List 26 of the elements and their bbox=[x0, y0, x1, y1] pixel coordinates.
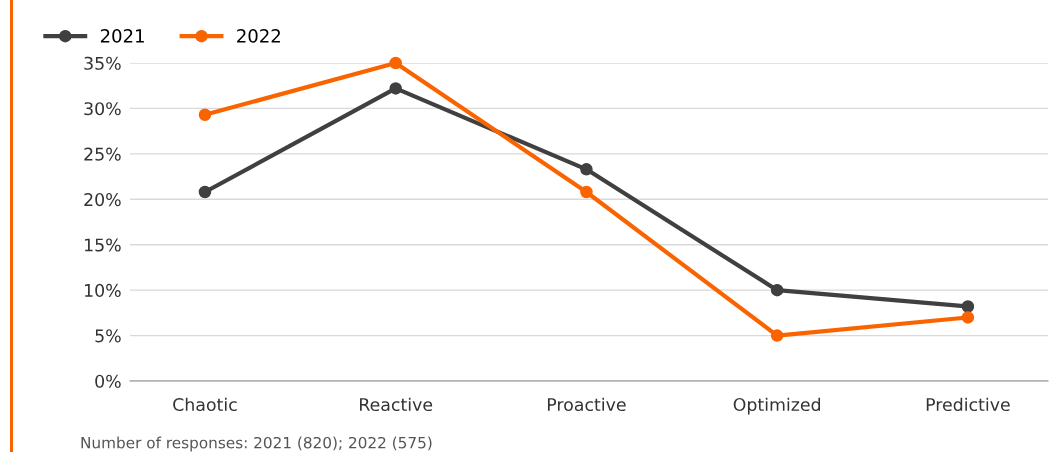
legend-label: 2021 bbox=[100, 29, 144, 43]
y-tick-label: 10% bbox=[84, 283, 121, 297]
x-tick-label: Optimized bbox=[733, 397, 821, 415]
y-tick-label: 35% bbox=[84, 56, 121, 70]
point bbox=[198, 108, 212, 122]
x-tick-label: Reactive bbox=[360, 397, 433, 412]
y-tick-label: 25% bbox=[84, 147, 121, 161]
point bbox=[580, 163, 593, 176]
y-tick-label: 0% bbox=[95, 374, 121, 388]
point bbox=[961, 300, 975, 313]
y-tick-label: 30% bbox=[84, 102, 121, 116]
point bbox=[770, 283, 784, 297]
text: Number of responses: 2021 (820); 2022 (575) bbox=[81, 436, 432, 452]
point bbox=[198, 185, 212, 199]
x-tick-label: Predictive bbox=[926, 397, 1010, 412]
y-tick-label: 5% bbox=[95, 329, 121, 343]
x-tick-label: Proactive bbox=[547, 397, 626, 412]
point bbox=[580, 185, 593, 199]
point bbox=[389, 82, 402, 95]
y-tick-label: 15% bbox=[84, 238, 121, 252]
legend-label: 2022 bbox=[237, 29, 280, 43]
point bbox=[389, 56, 402, 70]
point bbox=[961, 311, 975, 324]
point bbox=[770, 329, 784, 342]
x-tick-label: Chaotic bbox=[173, 397, 237, 412]
y-tick-label: 20% bbox=[84, 193, 121, 207]
